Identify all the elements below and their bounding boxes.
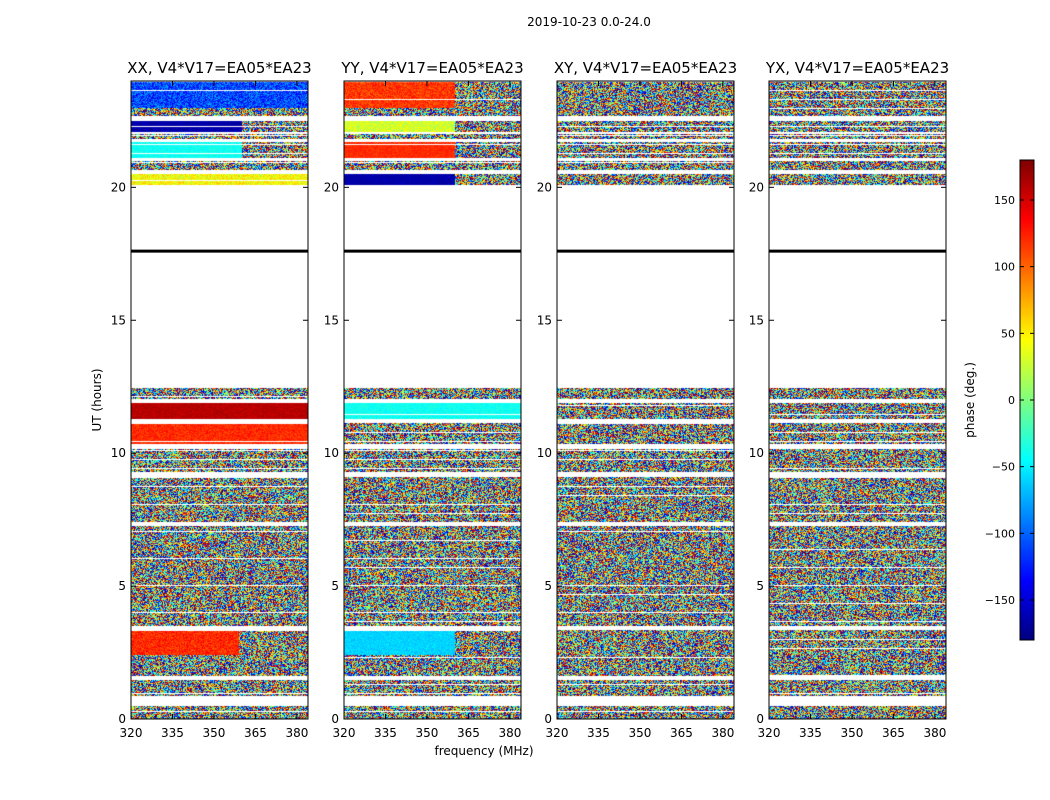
x-tick-label: 380 — [285, 726, 308, 740]
colorbar-tick-label: −50 — [992, 461, 1015, 474]
x-tick-label: 320 — [758, 726, 781, 740]
panel-title: XX, V4*V17=EA05*EA23 — [127, 59, 311, 77]
x-tick-label: 335 — [161, 726, 184, 740]
panel-yy: YY, V4*V17=EA05*EA23 320 335 350 365 380 0 5 10 1… — [324, 59, 524, 740]
panel-frame — [343, 80, 522, 720]
x-tick-label: 350 — [841, 726, 864, 740]
y-tick-label: 0 — [118, 712, 126, 726]
x-tick-label: 365 — [457, 726, 480, 740]
colorbar-tick-label: −100 — [985, 527, 1015, 540]
panel-frame — [768, 80, 947, 720]
phase-heatmap-yx — [769, 81, 946, 719]
y-tick-label: 20 — [537, 180, 552, 194]
panel-title: XY, V4*V17=EA05*EA23 — [554, 59, 737, 77]
colorbar-label: phase (deg.) — [963, 362, 977, 438]
x-tick-label: 350 — [203, 726, 226, 740]
panel-xy: XY, V4*V17=EA05*EA23 320 335 350 365 380 0 5 10 1… — [537, 59, 737, 740]
y-tick-label: 0 — [756, 712, 764, 726]
x-tick-label: 380 — [711, 726, 734, 740]
colorbar-tick-label: 100 — [994, 261, 1015, 274]
y-tick-label: 0 — [331, 712, 339, 726]
y-tick-label: 5 — [756, 579, 764, 593]
y-tick-label: 20 — [324, 180, 339, 194]
colorbar: −150 −100 −50 0 50 100 150 — [985, 159, 1035, 641]
y-tick-label: 10 — [111, 446, 126, 460]
x-tick-label: 365 — [244, 726, 267, 740]
y-tick-label: 15 — [324, 313, 339, 327]
x-tick-label: 335 — [799, 726, 822, 740]
colorbar-tick-label: −150 — [985, 594, 1015, 607]
y-tick-label: 5 — [118, 579, 126, 593]
x-tick-label: 350 — [629, 726, 652, 740]
x-tick-label: 380 — [498, 726, 521, 740]
colorbar-tick-label: 150 — [994, 194, 1015, 207]
y-tick-label: 20 — [749, 180, 764, 194]
panel-title: YX, V4*V17=EA05*EA23 — [765, 59, 949, 77]
y-tick-label: 15 — [537, 313, 552, 327]
colorbar-tick-label: 50 — [1001, 327, 1015, 340]
x-tick-label: 365 — [882, 726, 905, 740]
y-axis-label: UT (hours) — [90, 368, 104, 431]
x-tick-label: 335 — [587, 726, 610, 740]
x-tick-label: 350 — [416, 726, 439, 740]
y-tick-label: 5 — [331, 579, 339, 593]
y-tick-label: 10 — [324, 446, 339, 460]
phase-heatmap-xy — [557, 81, 734, 719]
figure-suptitle: 2019-10-23 0.0-24.0 — [527, 15, 651, 29]
x-axis-label: frequency (MHz) — [434, 744, 533, 758]
panels-group: XX, V4*V17=EA05*EA23 320 335 350 365 380 0 5 10 1… — [111, 59, 949, 740]
x-tick-label: 320 — [120, 726, 143, 740]
phase-heatmap-xx — [131, 81, 308, 719]
panel-title: YY, V4*V17=EA05*EA23 — [340, 59, 523, 77]
y-tick-label: 0 — [544, 712, 552, 726]
y-tick-label: 15 — [749, 313, 764, 327]
y-tick-label: 20 — [111, 180, 126, 194]
panel-xx: XX, V4*V17=EA05*EA23 320 335 350 365 380 0 5 10 1… — [111, 59, 312, 740]
y-tick-label: 10 — [749, 446, 764, 460]
colorbar-tick-label: 0 — [1008, 394, 1015, 407]
y-tick-label: 10 — [537, 446, 552, 460]
x-tick-label: 335 — [374, 726, 397, 740]
x-tick-label: 380 — [923, 726, 946, 740]
y-tick-label: 15 — [111, 313, 126, 327]
x-tick-label: 320 — [333, 726, 356, 740]
y-tick-label: 5 — [544, 579, 552, 593]
panel-frame — [556, 80, 735, 720]
panel-frame — [130, 80, 309, 720]
x-tick-label: 365 — [670, 726, 693, 740]
x-tick-label: 320 — [546, 726, 569, 740]
panel-yx: YX, V4*V17=EA05*EA23 320 335 350 365 380 0 5 10 1… — [749, 59, 949, 740]
phase-heatmap-yy — [344, 81, 521, 719]
